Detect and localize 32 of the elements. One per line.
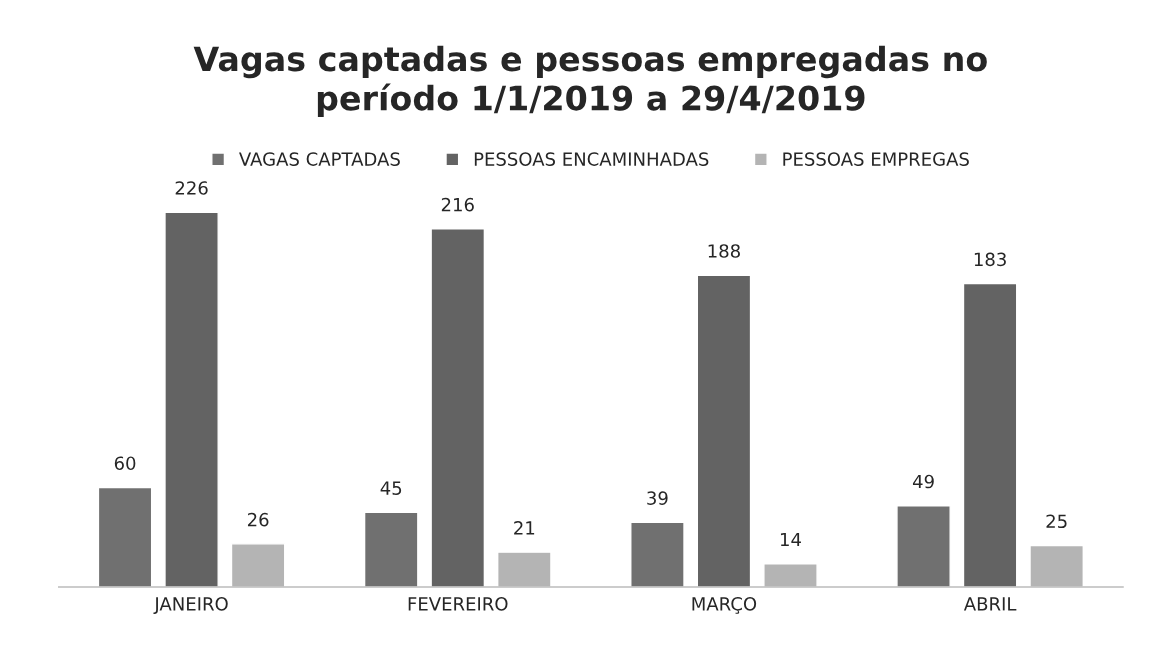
bar (763, 563, 818, 587)
x-tick-label: JANEIRO (153, 596, 228, 615)
x-tick-label: MARÇO (692, 596, 757, 614)
data-label: 183 (974, 252, 1006, 267)
bar (1029, 544, 1084, 587)
bar (97, 486, 153, 587)
legend-label: PESSOAS ENCAMINHADAS (474, 152, 709, 166)
x-tick-label: ABRIL (963, 597, 1017, 611)
bar (363, 511, 419, 587)
data-label: 39 (647, 491, 668, 505)
data-label: 21 (514, 521, 535, 535)
bar (430, 228, 486, 587)
data-label: 60 (114, 456, 136, 471)
bar (896, 505, 951, 587)
data-label: 25 (1046, 514, 1067, 529)
data-label: 45 (380, 481, 402, 495)
data-label: 26 (247, 512, 269, 527)
data-label: 188 (708, 244, 740, 258)
bar (630, 521, 685, 587)
x-tick-label: FEVEREIRO (408, 596, 508, 611)
legend-label: PESSOAS EMPREGAS (783, 152, 969, 166)
chart-title: Vagas captadas e pessoas empregadas no período 1/1/2019 a 29/4/2019 (193, 45, 987, 118)
bar (496, 551, 552, 587)
bar (164, 211, 219, 587)
bar (696, 274, 752, 587)
bar (962, 282, 1018, 587)
data-label: 14 (780, 532, 801, 547)
data-label: 216 (441, 197, 474, 212)
data-label: 49 (912, 474, 934, 489)
legend-label: VAGAS CAPTADAS (239, 152, 400, 166)
data-label: 226 (175, 181, 208, 195)
bar (230, 543, 286, 587)
